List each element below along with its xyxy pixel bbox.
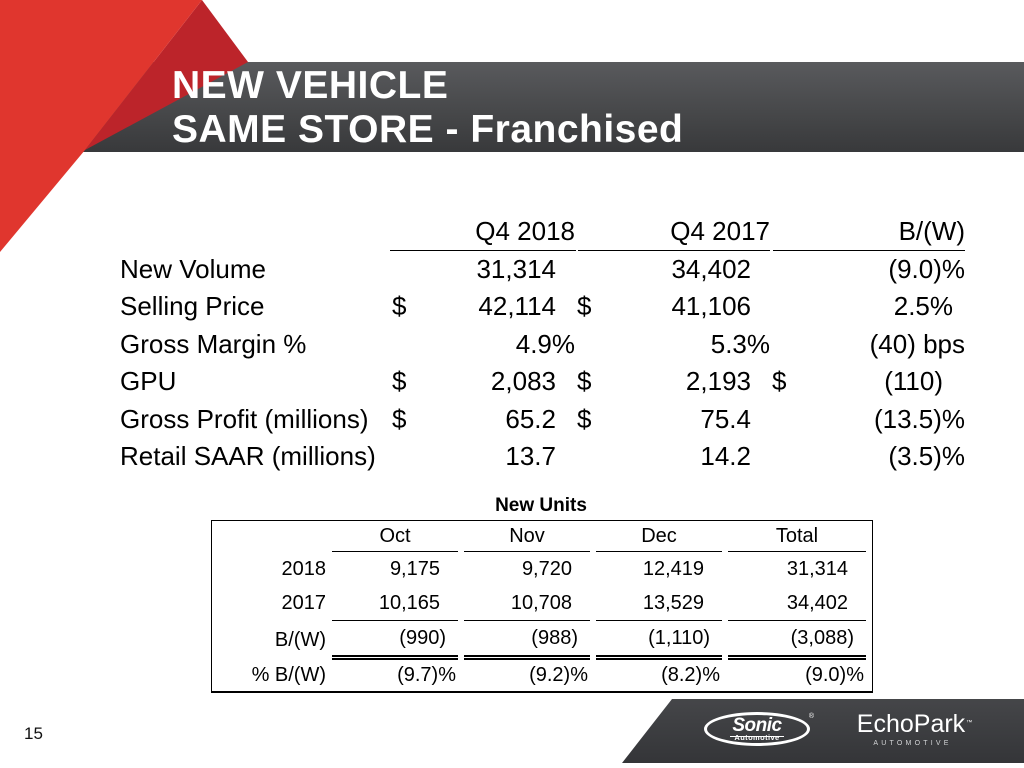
metrics-table-header-row: Q4 2018 Q4 2017 B/(W) (120, 213, 965, 251)
cell-value: 2,083 (490, 366, 556, 397)
units-header-row: Oct Nov Dec Total (218, 521, 866, 552)
trademark-icon: ™ (966, 720, 973, 726)
units-col-header-oct: Oct (332, 521, 458, 552)
table-row: % B/(W) (9.7)% (9.2)% (8.2)% (9.0)% (218, 660, 866, 691)
header-underline (578, 249, 770, 252)
row-label: Retail SAAR (millions) (120, 441, 376, 472)
metrics-table: Q4 2018 Q4 2017 B/(W) New Volume 31,314 … (120, 213, 965, 476)
cell-value: (8.2)% (661, 664, 720, 686)
sonic-logo-text: Sonic (730, 715, 784, 737)
row-label: 2017 (281, 592, 327, 614)
cell-value: 12,419 (642, 557, 704, 580)
currency-sign: $ (577, 403, 592, 434)
units-table-title: New Units (495, 495, 587, 516)
cell-value: 5.3% (710, 328, 770, 359)
cell-value: 13,529 (596, 586, 722, 621)
table-row: GPU $ 2,083 $ 2,193 $ (110) (120, 363, 965, 401)
currency-sign: $ (577, 366, 592, 397)
table-row: Selling Price $ 42,114 $ 41,106 2.5% (120, 288, 965, 326)
table-row: Gross Margin % 4.9% 5.3% (40) bps (120, 326, 965, 364)
page-number: 15 (24, 724, 43, 743)
table-row: 2017 10,165 10,708 13,529 34,402 (218, 586, 866, 621)
cell-value: 14.2 (700, 441, 751, 472)
cell-value: 42,114 (478, 291, 556, 322)
cell-value: (9.2)% (529, 664, 588, 686)
cell-value: 75.4 (700, 403, 751, 434)
cell-value: (40) bps (869, 328, 965, 359)
cell-value: 34,402 (728, 586, 866, 621)
currency-sign: $ (392, 291, 407, 322)
header-underline (773, 249, 965, 252)
currency-sign: $ (392, 403, 407, 434)
red-ribbon-icon (0, 0, 248, 252)
registered-mark-icon: ® (808, 713, 814, 720)
cell-value: (990) (332, 621, 458, 660)
echopark-wordmark: EchoPark (856, 710, 966, 738)
cell-value: (3,088) (728, 621, 866, 660)
cell-value: 31,314 (786, 557, 848, 580)
cell-value: (9.0)% (888, 253, 965, 284)
echopark-logo-subtext: AUTOMOTIVE (873, 740, 952, 747)
cell-value: 10,165 (332, 586, 458, 621)
row-label: GPU (120, 366, 177, 397)
units-col-header-blank (218, 521, 326, 552)
table-row: 2018 9,175 9,720 12,419 31,314 (218, 552, 866, 586)
table-row: Retail SAAR (millions) 13.7 14.2 (3.5)% (120, 438, 965, 476)
cell-value: (3.5)% (888, 441, 965, 472)
row-label: New Volume (120, 253, 266, 284)
units-col-header-total: Total (728, 521, 866, 552)
page-title: NEW VEHICLE SAME STORE - Franchised (172, 64, 1012, 152)
cell-value: (9.0)% (805, 664, 864, 686)
currency-sign: $ (772, 366, 787, 397)
page-title-line2: SAME STORE - Franchised (172, 108, 684, 151)
red-ribbon-fold (85, 0, 248, 150)
cell-value: 31,314 (476, 253, 556, 284)
cell-value: 13.7 (505, 441, 556, 472)
cell-value: (1,110) (596, 621, 722, 660)
row-label: B/(W) (274, 629, 326, 651)
col-header-bw: B/(W) (898, 216, 965, 247)
red-ribbon-body (0, 0, 202, 252)
sonic-logo-subtext: Automotive (734, 733, 780, 742)
units-col-header-nov: Nov (464, 521, 590, 552)
cell-value: 2,193 (685, 366, 751, 397)
echopark-logo-text: EchoPark ™ (856, 710, 972, 738)
cell-value: 34,402 (671, 253, 751, 284)
row-label: % B/(W) (251, 664, 326, 686)
currency-sign: $ (392, 366, 407, 397)
col-header-q4-2018: Q4 2018 (475, 216, 575, 247)
cell-value: 2.5% (893, 291, 953, 322)
row-label: Selling Price (120, 291, 265, 322)
sonic-automotive-logo: Sonic Automotive ® (704, 712, 814, 746)
cell-value: 41,106 (671, 291, 751, 322)
cell-value: (9.7)% (397, 664, 456, 686)
table-row: B/(W) (990) (988) (1,110) (3,088) (218, 621, 866, 660)
row-label: Gross Margin % (120, 328, 307, 359)
cell-value: 4.9% (515, 328, 575, 359)
cell-value: 10,708 (464, 586, 590, 621)
page-title-line1: NEW VEHICLE (172, 64, 449, 107)
header-underline (390, 249, 576, 252)
sonic-oval-icon: Sonic Automotive ® (704, 712, 814, 746)
cell-value: (988) (464, 621, 590, 660)
currency-sign: $ (577, 291, 592, 322)
cell-value: 65.2 (505, 403, 556, 434)
row-label: Gross Profit (millions) (120, 403, 369, 434)
units-col-header-dec: Dec (596, 521, 722, 552)
cell-value: 9,175 (389, 557, 440, 580)
table-row: Gross Profit (millions) $ 65.2 $ 75.4 (1… (120, 401, 965, 439)
table-row: New Volume 31,314 34,402 (9.0)% (120, 251, 965, 289)
units-table: Oct Nov Dec Total 2018 9,175 9,720 12,41… (211, 520, 873, 693)
row-label: 2018 (281, 557, 327, 580)
cell-value: (110) (884, 366, 943, 397)
cell-value: (13.5)% (873, 403, 965, 434)
echopark-logo: EchoPark ™ AUTOMOTIVE (852, 710, 972, 747)
col-header-q4-2017: Q4 2017 (670, 216, 770, 247)
cell-value: 9,720 (521, 557, 572, 580)
